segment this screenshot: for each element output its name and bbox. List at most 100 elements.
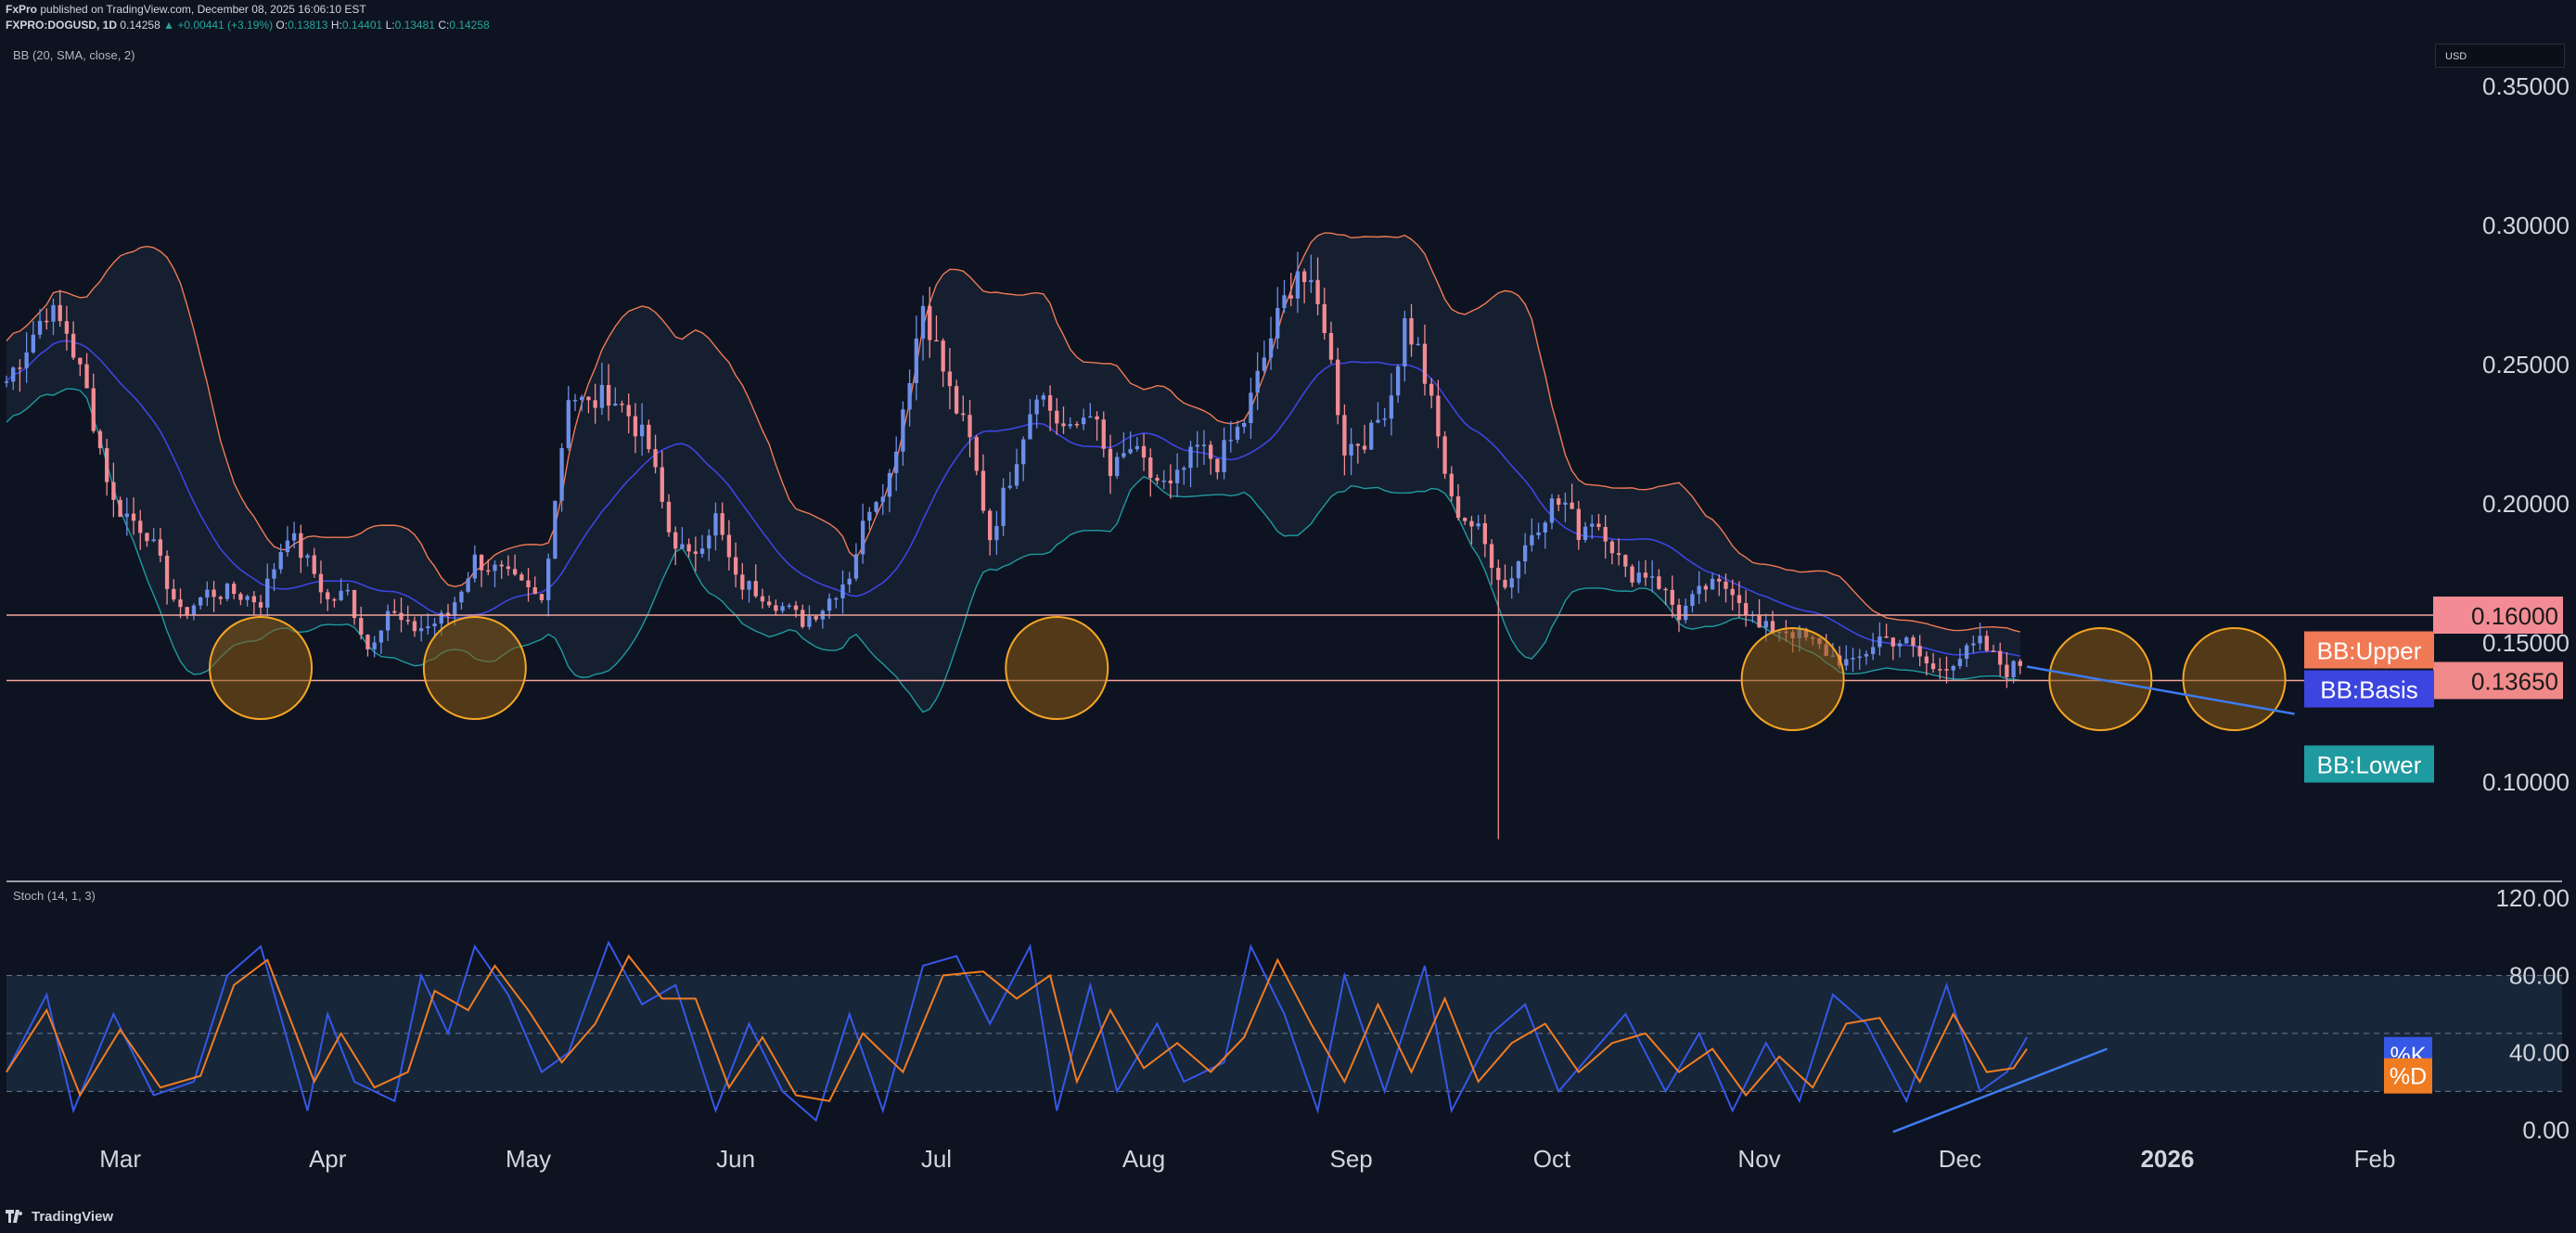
candle <box>1095 411 1099 441</box>
stoch-axis-tick: 120.00 <box>2495 884 2570 912</box>
candle-body <box>145 533 149 542</box>
candle-body <box>172 588 176 600</box>
candle-body <box>968 415 972 438</box>
stoch-trendline[interactable] <box>1892 1047 2108 1134</box>
candle-body <box>1262 357 1267 371</box>
candle <box>1301 268 1307 303</box>
candle <box>118 496 122 518</box>
candle <box>1469 516 1474 545</box>
candle-body <box>1128 449 1133 454</box>
price-axis-tick: 0.20000 <box>2482 490 2570 518</box>
candle-body <box>666 501 672 533</box>
candle-body <box>1174 469 1180 483</box>
candle-body <box>1121 453 1126 457</box>
candle <box>1455 483 1461 521</box>
candle-body <box>1201 444 1207 446</box>
candle-body <box>91 388 96 431</box>
candle-body <box>151 539 156 542</box>
candle <box>285 526 290 557</box>
candle-body <box>519 574 524 581</box>
candle <box>1021 436 1026 482</box>
candle <box>1549 494 1555 530</box>
candle-body <box>847 578 852 584</box>
candle-body <box>1061 423 1066 427</box>
candle <box>653 434 658 474</box>
candle-body <box>1616 553 1621 556</box>
candle <box>1924 651 1929 676</box>
candle <box>1001 478 1006 536</box>
candle-body <box>1301 271 1307 283</box>
candle <box>418 614 424 642</box>
candle-body <box>1108 448 1113 477</box>
candle <box>1844 645 1849 671</box>
candle <box>1242 419 1247 434</box>
candle-body <box>224 584 230 599</box>
candle-body <box>747 581 751 590</box>
candle-body <box>1844 659 1849 666</box>
candle <box>2018 659 2022 674</box>
stoch-d-line <box>6 954 2028 1102</box>
candle <box>1389 373 1394 436</box>
candle-body <box>1964 645 1969 660</box>
candle-body <box>753 581 758 597</box>
candle-body <box>733 557 738 575</box>
candle-body <box>1516 561 1521 579</box>
candle-body <box>164 555 170 589</box>
candle-body <box>1643 572 1648 578</box>
candle-body <box>920 305 926 339</box>
candle-body <box>2011 661 2016 677</box>
candle-body <box>1235 427 1240 441</box>
candle-body <box>1161 480 1166 482</box>
candle-body <box>392 610 397 613</box>
candle <box>1690 590 1695 613</box>
candle <box>1917 635 1922 667</box>
candle-body <box>1690 594 1695 607</box>
candle <box>45 308 49 330</box>
candle-body <box>1215 458 1220 472</box>
candle <box>961 395 966 422</box>
candle-body <box>1088 416 1093 418</box>
candle-body <box>97 430 103 449</box>
candle-body <box>399 612 404 621</box>
candle <box>894 436 899 492</box>
candle-body <box>359 618 364 636</box>
candle <box>693 536 698 572</box>
candle-body <box>506 566 511 570</box>
price-trendline[interactable] <box>2026 665 2295 715</box>
candle-body <box>1476 523 1480 527</box>
candle <box>1101 411 1106 458</box>
candle <box>974 434 979 476</box>
bb-legend-label: BB:Basis <box>2320 676 2418 704</box>
currency-selector[interactable]: USD <box>2435 44 2565 68</box>
candle <box>2011 660 2016 684</box>
candle-body <box>1463 518 1467 521</box>
candle-body <box>211 589 216 597</box>
candle <box>1201 430 1207 466</box>
level-price-tag <box>2433 661 2563 700</box>
candle <box>278 544 283 574</box>
candle-body <box>1242 422 1247 428</box>
candle <box>1041 392 1046 407</box>
candle-body <box>2018 661 2022 666</box>
candle <box>131 497 136 535</box>
candle-body <box>439 612 443 624</box>
header-published-text: published on TradingView.com, December 0… <box>40 3 366 16</box>
candle <box>1161 469 1166 490</box>
candle-body <box>265 578 270 608</box>
candle <box>272 563 276 592</box>
candle-body <box>1576 508 1581 541</box>
candle-body <box>1590 523 1595 527</box>
candle <box>1684 598 1688 624</box>
candle <box>1088 403 1093 418</box>
candle <box>1288 273 1293 307</box>
candle <box>1014 448 1019 489</box>
header-open: 0.13813 <box>288 19 328 32</box>
candle-body <box>593 400 597 408</box>
candle <box>459 590 464 610</box>
time-axis-label: Aug <box>1122 1145 1165 1173</box>
candle <box>1121 432 1126 459</box>
candle-body <box>566 400 570 449</box>
candle-body <box>1342 415 1347 456</box>
candle <box>1710 572 1715 590</box>
candle-body <box>493 564 497 572</box>
